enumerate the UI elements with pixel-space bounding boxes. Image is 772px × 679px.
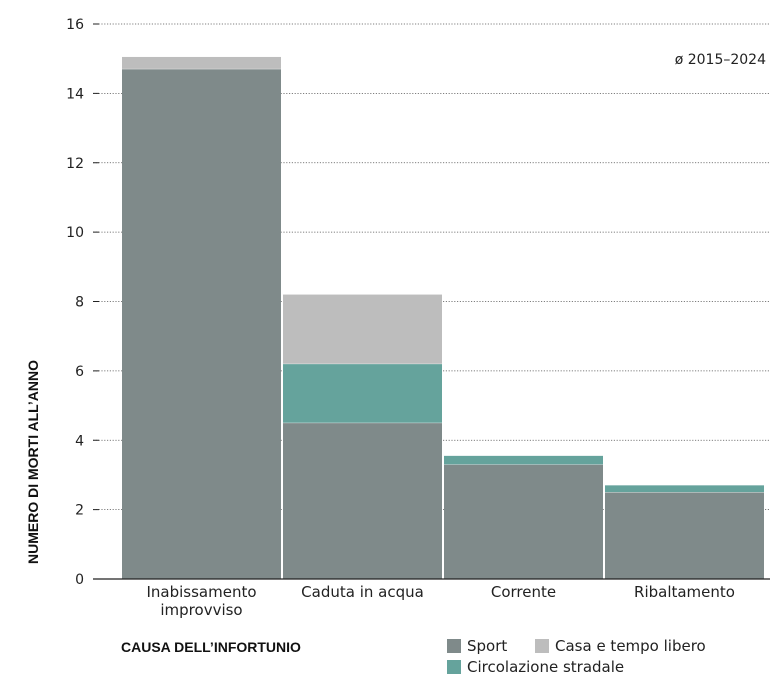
bar-segment-circolazione-stradale bbox=[283, 363, 442, 423]
y-tick-label: 0 bbox=[75, 572, 84, 588]
y-tick-label: 14 bbox=[66, 86, 84, 102]
bar-segment-sport bbox=[283, 422, 442, 579]
legend-label-sport: Sport bbox=[467, 637, 508, 655]
legend-item-casa: Casa e tempo libero bbox=[535, 637, 706, 655]
y-tick-label: 8 bbox=[75, 295, 84, 311]
bar-segment-casa-e-tempo-libero bbox=[283, 294, 442, 364]
bar-segment-sport bbox=[444, 464, 603, 579]
legend-item-circolazione: Circolazione stradale bbox=[447, 658, 624, 676]
y-tick-label: 4 bbox=[75, 433, 84, 449]
period-annotation: ø 2015–2024 bbox=[675, 52, 766, 68]
x-tick-label: improvviso bbox=[160, 601, 242, 619]
x-tick-label: Corrente bbox=[491, 583, 556, 601]
y-tick-label: 10 bbox=[66, 225, 84, 241]
y-tick-label: 6 bbox=[75, 364, 84, 380]
y-tick-label: 16 bbox=[66, 17, 84, 33]
y-tick-label: 12 bbox=[66, 156, 84, 172]
x-axis-title: CAUSA DELL’INFORTUNIO bbox=[121, 639, 301, 655]
bars bbox=[122, 56, 764, 579]
y-tick-label: 2 bbox=[75, 503, 84, 519]
legend-swatch-sport bbox=[447, 639, 461, 653]
bar-segment-circolazione-stradale bbox=[444, 455, 603, 465]
x-tick-label: Ribaltamento bbox=[634, 583, 735, 601]
legend-item-sport: Sport bbox=[447, 637, 507, 655]
y-axis-title: NUMERO DI MORTI ALL’ANNO bbox=[25, 360, 41, 564]
legend-swatch-casa bbox=[535, 639, 549, 653]
bar-segment-sport bbox=[605, 492, 764, 579]
legend-swatch-circolazione bbox=[447, 660, 461, 674]
bar-segment-circolazione-stradale bbox=[605, 485, 764, 493]
bar-segment-casa-e-tempo-libero bbox=[122, 56, 281, 70]
legend-label-circolazione: Circolazione stradale bbox=[467, 658, 625, 676]
x-tick-label: Caduta in acqua bbox=[301, 583, 424, 601]
legend-label-casa: Casa e tempo libero bbox=[555, 637, 706, 655]
bar-segment-sport bbox=[122, 69, 281, 579]
x-tick-label: Inabissamento bbox=[146, 583, 256, 601]
